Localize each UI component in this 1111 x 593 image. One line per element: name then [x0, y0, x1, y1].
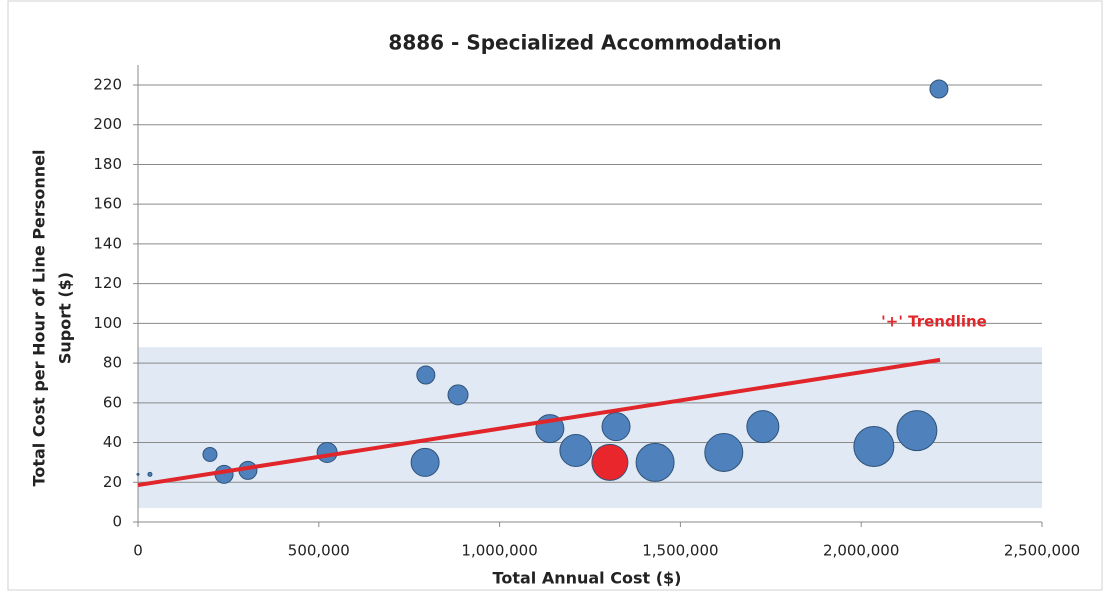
x-tick-label: 2,000,000 — [823, 542, 899, 560]
bubble — [202, 446, 218, 462]
y-tick-label: 20 — [103, 473, 122, 491]
bubble — [601, 412, 631, 442]
bubble — [447, 384, 469, 406]
y-tick-label: 80 — [103, 354, 122, 372]
y-tick-label: 160 — [93, 195, 122, 213]
x-tick-label: 500,000 — [288, 542, 350, 560]
y-tick-label: 220 — [93, 76, 122, 94]
trendline-label: '+' Trendline — [881, 312, 987, 330]
x-tick-label: 0 — [133, 542, 143, 560]
bubble — [896, 410, 938, 452]
x-tick-label: 1,500,000 — [642, 542, 718, 560]
trendline — [137, 357, 941, 488]
bubble — [410, 447, 440, 477]
y-tick-label: 200 — [93, 115, 122, 133]
shaded-band — [138, 347, 1042, 509]
bubble — [591, 443, 629, 481]
y-tick-label: 40 — [103, 433, 122, 451]
y-tick-label: 60 — [103, 393, 122, 411]
bubble — [853, 426, 895, 468]
y-tick-label: 120 — [93, 274, 122, 292]
y-tick-label: 180 — [93, 155, 122, 173]
y-tick-label: 0 — [112, 513, 122, 531]
bubble — [416, 365, 436, 385]
bubble — [147, 471, 153, 477]
y-axis-title: Total Cost per Hour of Line Personnel — [30, 150, 49, 487]
bubble — [635, 442, 675, 482]
x-tick-label: 2,500,000 — [1004, 542, 1080, 560]
x-tick-label: 1,000,000 — [461, 542, 537, 560]
bubble — [704, 432, 744, 472]
y-tick-label: 100 — [93, 314, 122, 332]
x-axis-title: Total Annual Cost ($) — [493, 569, 682, 588]
bubble — [136, 472, 140, 476]
bubble — [929, 79, 949, 99]
y-tick-label: 140 — [93, 234, 122, 252]
bubble — [559, 433, 593, 467]
chart-title: 8886 - Specialized Accommodation — [388, 31, 781, 55]
bubble — [746, 410, 780, 444]
y-axis-title: Suport ($) — [56, 272, 75, 364]
